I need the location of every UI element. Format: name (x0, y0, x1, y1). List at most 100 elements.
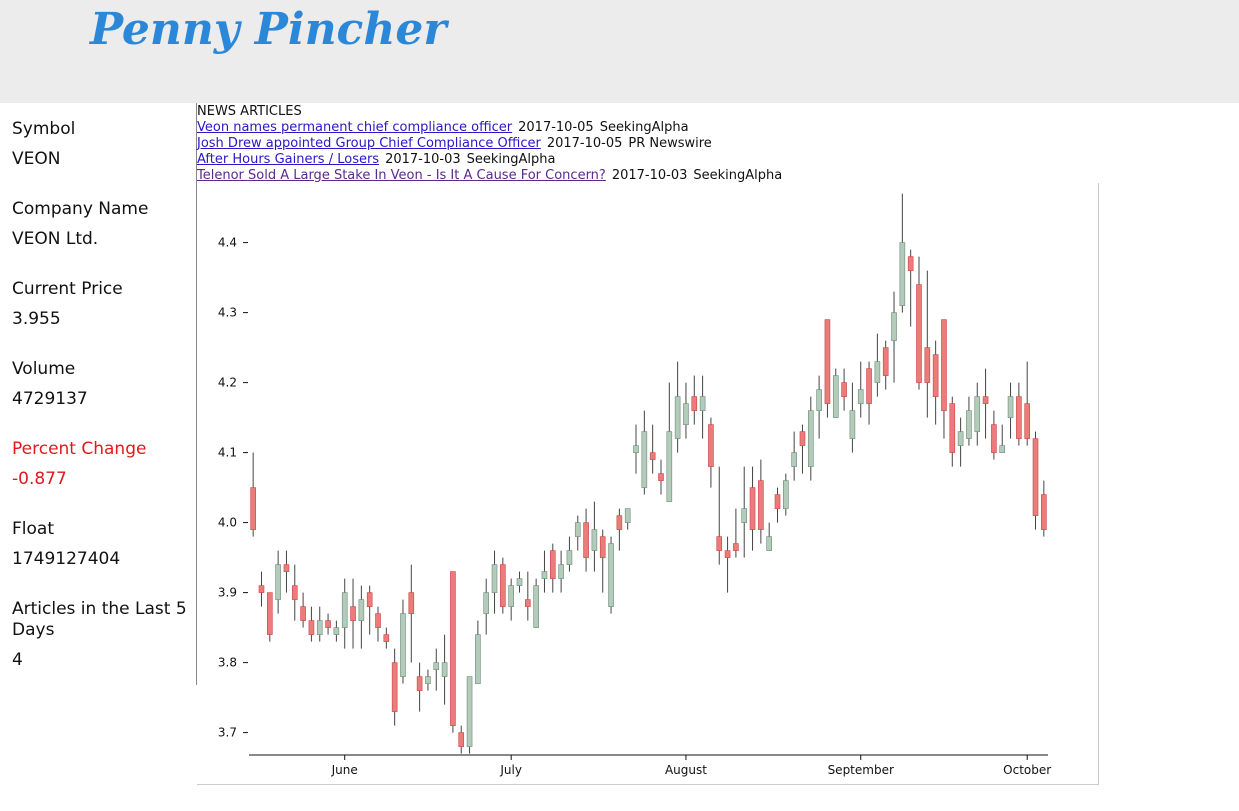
candle-body (400, 613, 406, 677)
y-tick-label: 4.2 (218, 376, 237, 390)
field: Float 1749127404 (12, 519, 187, 570)
candle-body (982, 396, 989, 404)
x-tick-label: July (499, 763, 522, 777)
field-label: Company Name (12, 199, 149, 219)
candle-body (691, 396, 698, 411)
candle-body (316, 620, 323, 635)
field: Current Price 3.955 (12, 279, 187, 330)
candle-body (874, 361, 881, 383)
candle-body (341, 592, 348, 628)
candle-body (916, 284, 922, 383)
news-source: SeekingAlpha (599, 120, 689, 135)
field: Company Name VEON Ltd. (12, 199, 187, 250)
candle-body (699, 396, 706, 411)
candle-body (866, 368, 872, 404)
y-tick-label: 4.4 (218, 236, 237, 250)
candle-body (807, 410, 814, 467)
candle-body (716, 536, 723, 551)
candle-body (458, 732, 465, 747)
candle-body (724, 550, 731, 558)
candle-body (541, 571, 548, 579)
x-tick-label: September (828, 763, 894, 777)
field: Symbol VEON (12, 119, 187, 170)
candle-body (558, 564, 564, 579)
candle-body (1024, 403, 1030, 439)
header: Penny Pincher (0, 0, 1239, 103)
candle-body (267, 592, 273, 635)
candle-body (783, 480, 789, 509)
news-source: SeekingAlpha (466, 152, 556, 167)
news-heading: NEWS ARTICLES (197, 104, 302, 119)
news-link[interactable]: After Hours Gainers / Losers (197, 152, 380, 167)
candle-body (608, 543, 614, 607)
candle-body (966, 410, 972, 439)
field: Volume 4729137 (12, 359, 187, 410)
candle-body (758, 480, 764, 530)
candle-body (433, 662, 440, 670)
candle-body (366, 592, 373, 607)
candle-body (566, 550, 573, 565)
news-date: 2017-10-05 (546, 136, 623, 151)
candle-body (583, 522, 589, 558)
field-label: Volume (12, 359, 76, 379)
candle-body (899, 242, 906, 306)
candle-body (300, 606, 306, 621)
candle-body (949, 403, 956, 453)
candle-body (516, 578, 523, 586)
candle-body (466, 676, 473, 747)
x-tick-label: August (665, 763, 707, 777)
news-link[interactable]: Josh Drew appointed Group Chief Complian… (197, 136, 541, 151)
candle-body (649, 452, 656, 460)
candle-body (974, 396, 981, 432)
candle-body (816, 389, 822, 411)
candle-body (616, 515, 623, 530)
candle-body (574, 522, 581, 537)
candle-body (832, 375, 839, 418)
news-link[interactable]: Veon names permanent chief compliance of… (197, 120, 513, 135)
candle-body (591, 529, 598, 551)
candle-body (425, 676, 431, 684)
candle-body (325, 620, 331, 628)
candle-body (924, 347, 931, 383)
candle-body (683, 403, 689, 425)
field-label: Current Price (12, 279, 123, 299)
y-tick-label: 4.0 (218, 516, 237, 530)
y-tick-label: 4.1 (218, 446, 237, 460)
candle-body (891, 312, 897, 341)
candle-body (441, 662, 448, 677)
candle-body (491, 564, 498, 593)
field-label: Symbol (12, 119, 76, 139)
x-tick-label: October (1003, 763, 1051, 777)
candle-body (674, 396, 681, 439)
candle-body (308, 620, 315, 635)
candle-body (907, 256, 914, 271)
candle-body (841, 382, 847, 397)
field-value: 4729137 (12, 389, 88, 409)
candle-body (1032, 438, 1039, 516)
candle-body (450, 571, 456, 726)
news: NEWS ARTICLES Veon names permanent chief… (197, 104, 782, 184)
news-source: PR Newswire (628, 136, 712, 151)
y-tick-label: 3.9 (218, 586, 237, 600)
candle-body (350, 606, 356, 621)
field-value: VEON Ltd. (12, 229, 99, 249)
candle-body (358, 599, 365, 621)
candle-body (882, 347, 889, 376)
field: Percent Change -0.877 (12, 439, 187, 490)
candle-body (932, 354, 939, 397)
candle-body (250, 487, 256, 530)
candle-body (799, 431, 806, 446)
field: Articles in the Last 5 Days 4 (12, 599, 187, 671)
news-item: Veon names permanent chief compliance of… (197, 120, 782, 136)
news-item: Josh Drew appointed Group Chief Complian… (197, 136, 782, 152)
candle-body (999, 445, 1006, 453)
candle-body (824, 319, 831, 404)
field-value: 4 (12, 650, 23, 670)
chart: 3.7 3.8 3.9 4.0 4.1 4.2 4.3 4.4 June July August Se… (218, 193, 1051, 777)
sidebar: Symbol VEON Company Name VEON Ltd. Current P… (0, 103, 197, 685)
candle-body (549, 550, 556, 579)
field-label: Percent Change (12, 439, 147, 459)
news-link[interactable]: Telenor Sold A Large Stake In Veon - Is … (197, 168, 606, 183)
field-value: 3.955 (12, 309, 61, 329)
